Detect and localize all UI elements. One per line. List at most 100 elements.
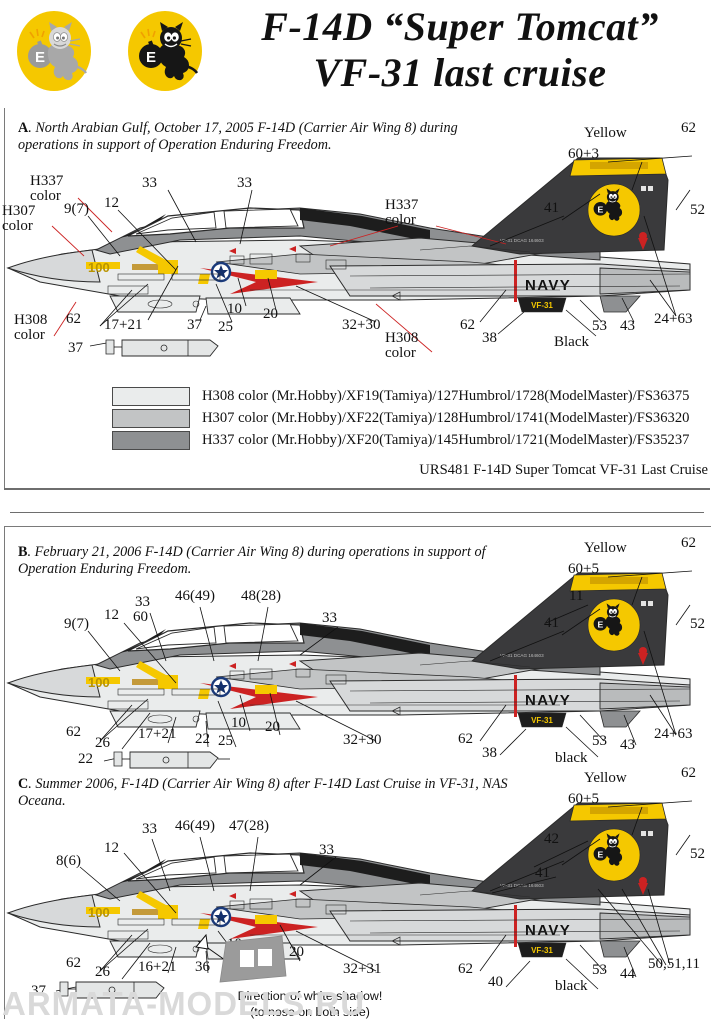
label-62-c-mid: 62 <box>458 961 473 977</box>
caption-b-text: . February 21, 2006 F-14D (Carrier Air W… <box>18 544 486 577</box>
direction-note: Direction of white shadow! (to nose on b… <box>200 988 420 1020</box>
label-10-a: 10 <box>227 301 242 317</box>
label-24-63-b: 24+63 <box>654 726 693 742</box>
legend-text-h337: H337 color (Mr.Hobby)/XF20(Tamiya)/145Hu… <box>202 432 690 448</box>
caption-c-prefix: C <box>18 776 29 792</box>
label-53-b: 53 <box>592 733 607 749</box>
external-store-a <box>105 339 219 357</box>
vf-31-felix-emblem-grey: E <box>14 8 94 94</box>
label-41-b: 41 <box>544 615 559 631</box>
label-8-6-c: 8(6) <box>56 853 81 869</box>
swatch-h307 <box>112 409 190 428</box>
label-33-a1: 33 <box>142 175 157 191</box>
label-60-3-a: 60+3 <box>568 146 599 162</box>
label-32-31-c: 32+31 <box>343 961 382 977</box>
label-40-c: 40 <box>488 974 503 990</box>
label-37-c: 37 <box>31 983 46 999</box>
label-43-a: 43 <box>620 318 635 334</box>
label-12-b: 12 <box>104 607 119 623</box>
label-33-c1: 33 <box>142 821 157 837</box>
label-h337-color-a1: color <box>30 188 61 204</box>
direction-note-line2: (to nose on both side) <box>250 1005 370 1019</box>
label-32-30-a: 32+30 <box>342 317 381 333</box>
panel-bc-frame <box>4 526 711 1019</box>
label-20-a: 20 <box>263 306 278 322</box>
label-25-b: 25 <box>218 733 233 749</box>
label-62-b-mid: 62 <box>458 731 473 747</box>
label-47-28-c: 47(28) <box>229 818 269 834</box>
label-20-b: 20 <box>265 719 280 735</box>
label-46-49-c: 46(49) <box>175 818 215 834</box>
label-12-a: 12 <box>104 195 119 211</box>
vf-31-felix-emblem-black: E <box>125 8 205 94</box>
sheet-title: F-14D “Super Tomcat” VF-31 last cruise <box>225 4 695 96</box>
label-24-63-a: 24+63 <box>654 311 693 327</box>
label-yellow-b: Yellow <box>584 540 627 556</box>
label-33-a2: 33 <box>237 175 252 191</box>
label-52-a: 52 <box>690 202 705 218</box>
label-38-b: 38 <box>482 745 497 761</box>
label-41-a: 41 <box>544 200 559 216</box>
label-60-b: 60 <box>133 609 148 625</box>
label-60-5-c: 60+5 <box>568 791 599 807</box>
label-9-7-b: 9(7) <box>64 616 89 632</box>
title-line-1: F-14D “Super Tomcat” <box>261 4 659 49</box>
label-62-a-tail: 62 <box>681 120 696 136</box>
legend-text-h308: H308 color (Mr.Hobby)/XF19(Tamiya)/127Hu… <box>202 388 690 404</box>
caption-a: A. North Arabian Gulf, October 17, 2005 … <box>18 120 518 154</box>
label-32-30-b: 32+30 <box>343 732 382 748</box>
label-37-a2: 37 <box>68 340 83 356</box>
label-yellow-a: Yellow <box>584 125 627 141</box>
label-20-c: 20 <box>289 944 304 960</box>
label-black-a: Black <box>554 334 589 350</box>
legend-row-h308: H308 color (Mr.Hobby)/XF19(Tamiya)/127Hu… <box>112 386 689 407</box>
label-11-b: 11 <box>569 588 584 604</box>
label-44-c: 44 <box>620 966 635 982</box>
swatch-h308 <box>112 387 190 406</box>
label-52-c: 52 <box>690 846 705 862</box>
direction-note-line1: Direction of white shadow! <box>237 989 383 1003</box>
label-22-b1: 22 <box>195 731 210 747</box>
label-38-a: 38 <box>482 330 497 346</box>
caption-b-prefix: B <box>18 544 28 560</box>
label-62-a-mid: 62 <box>460 317 475 333</box>
label-46-49-b: 46(49) <box>175 588 215 604</box>
label-53-c: 53 <box>592 962 607 978</box>
label-h307-a: H307 <box>2 203 36 219</box>
mid-separator-rule <box>10 512 704 514</box>
label-41-c: 41 <box>535 865 550 881</box>
label-52-b: 52 <box>690 616 705 632</box>
label-9-7-a: 9(7) <box>64 201 89 217</box>
svg-text:E: E <box>35 49 45 66</box>
color-legend: H308 color (Mr.Hobby)/XF19(Tamiya)/127Hu… <box>112 386 689 452</box>
white-shadow-direction-diagram <box>219 935 287 983</box>
label-22-b2: 22 <box>78 751 93 767</box>
caption-c: C. Summer 2006, F-14D (Carrier Air Wing … <box>18 776 528 810</box>
label-16-21-c: 16+21 <box>138 959 177 975</box>
label-yellow-c: Yellow <box>584 770 627 786</box>
label-60-5-b: 60+5 <box>568 561 599 577</box>
label-62-c: 62 <box>66 955 81 971</box>
label-h308-a2: H308 <box>385 330 419 346</box>
aircraft-profile-c <box>0 795 714 1015</box>
aircraft-profile-b <box>0 565 714 785</box>
label-black-b: black <box>555 750 588 766</box>
svg-text:E: E <box>146 49 156 66</box>
label-h337-a2: H337 <box>385 197 419 213</box>
label-62-b: 62 <box>66 724 81 740</box>
label-h308-a: H308 <box>14 312 48 328</box>
label-53-a: 53 <box>592 318 607 334</box>
sheet-header: E <box>0 0 714 108</box>
sheet-reference-line: URS481 F-14D Super Tomcat VF-31 Last Cru… <box>419 462 708 478</box>
label-42-c: 42 <box>544 831 559 847</box>
label-43-b: 43 <box>620 737 635 753</box>
label-48-28-b: 48(28) <box>241 588 281 604</box>
legend-row-h337: H337 color (Mr.Hobby)/XF20(Tamiya)/145Hu… <box>112 430 689 451</box>
label-26-b: 26 <box>95 735 110 751</box>
watermark: ARMATA-MODELS.RU <box>2 985 366 1022</box>
external-store-b <box>113 751 230 769</box>
label-black-c: black <box>555 978 588 994</box>
label-17-21-a: 17+21 <box>104 317 143 333</box>
label-62-b-tail: 62 <box>681 535 696 551</box>
